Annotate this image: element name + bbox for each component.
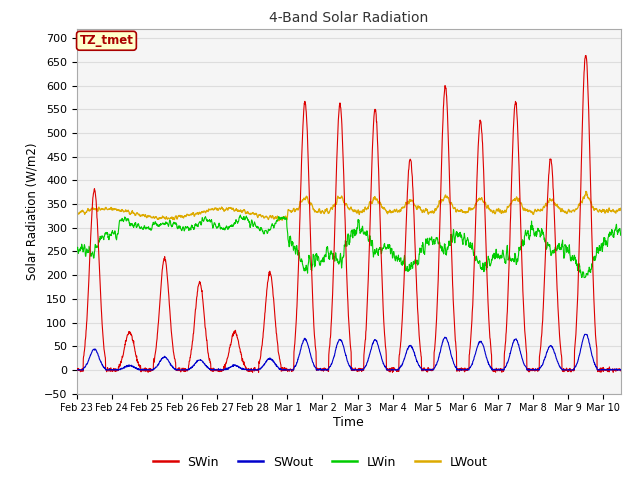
X-axis label: Time: Time (333, 416, 364, 429)
Text: TZ_tmet: TZ_tmet (79, 34, 133, 47)
Legend: SWin, SWout, LWin, LWout: SWin, SWout, LWin, LWout (147, 451, 493, 474)
Y-axis label: Solar Radiation (W/m2): Solar Radiation (W/m2) (25, 143, 38, 280)
Title: 4-Band Solar Radiation: 4-Band Solar Radiation (269, 11, 428, 25)
